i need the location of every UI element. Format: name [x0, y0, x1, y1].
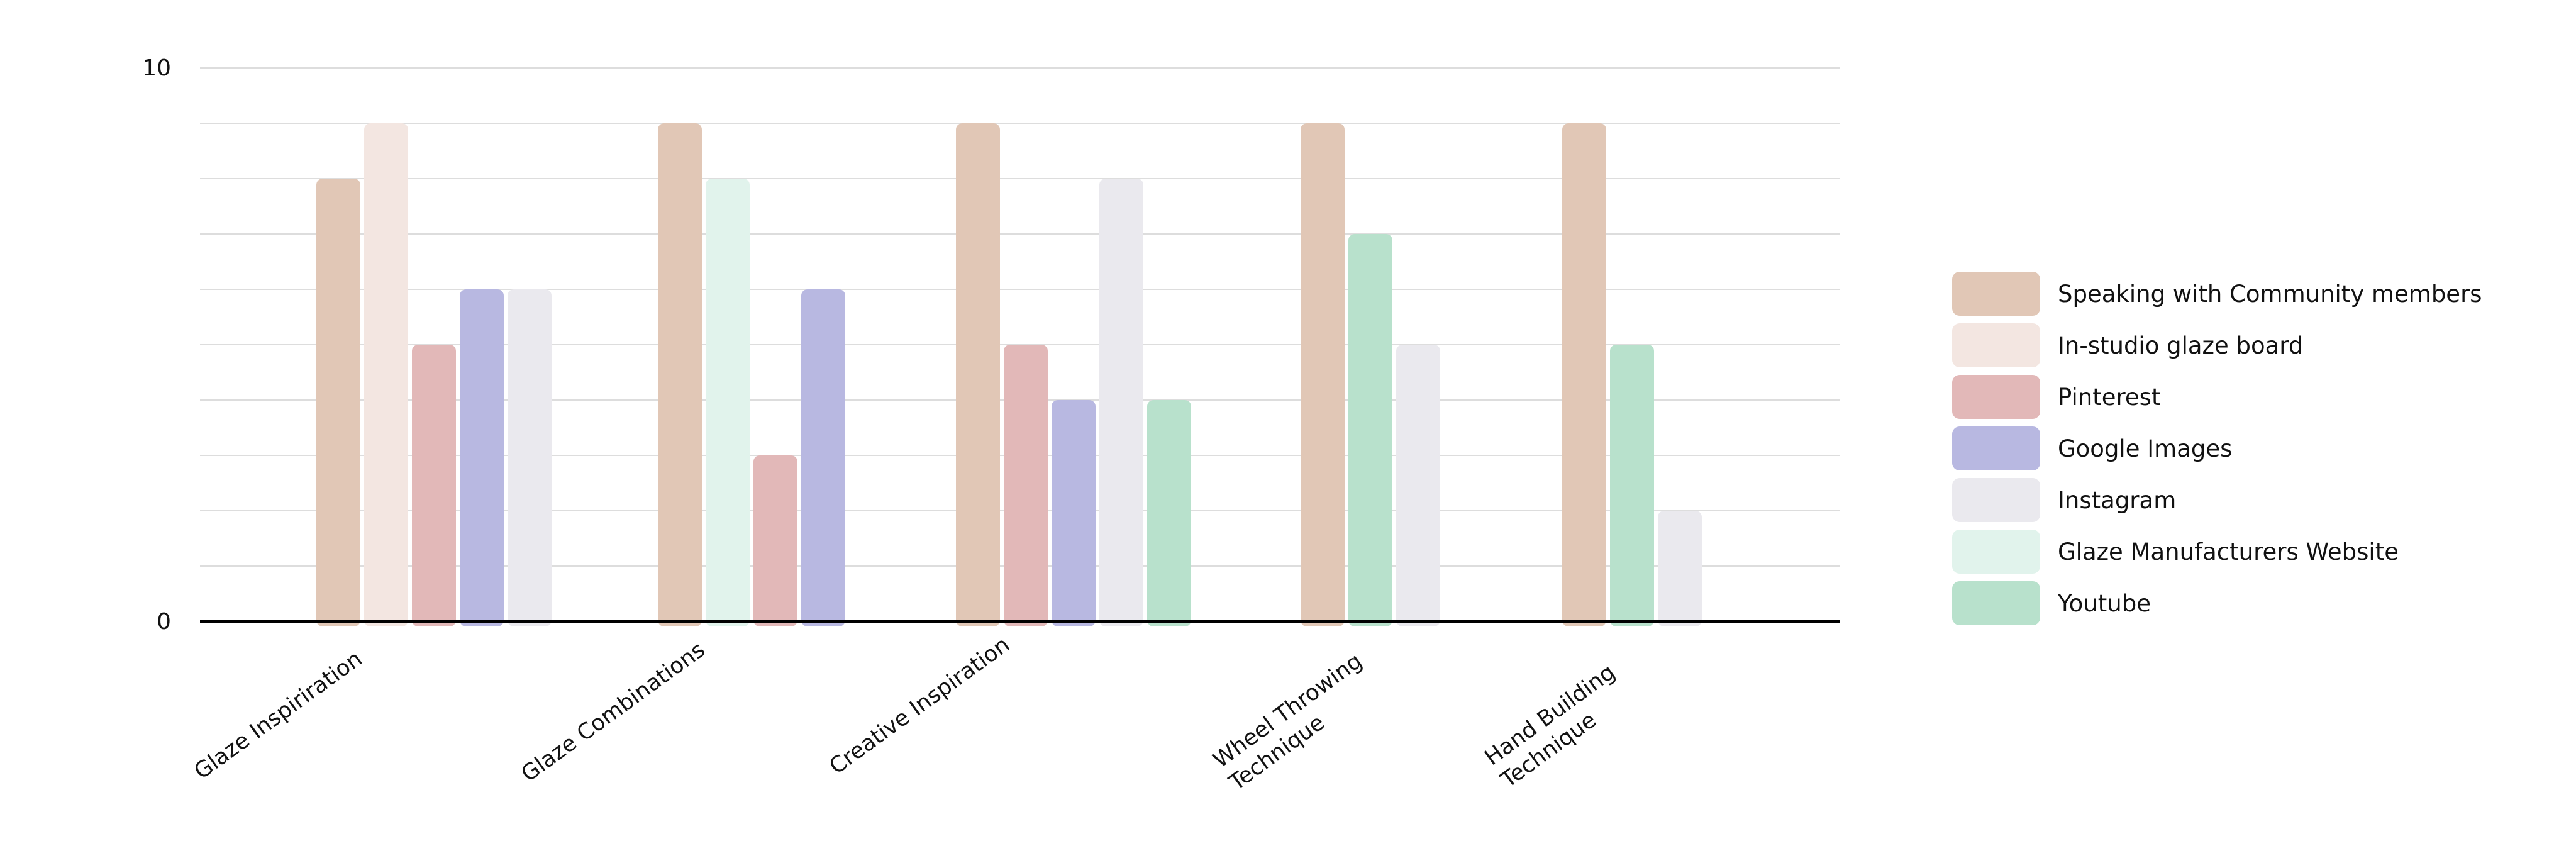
bar [753, 455, 797, 626]
legend-swatch [1952, 478, 2040, 522]
bar [706, 179, 750, 626]
bar [1610, 345, 1654, 626]
legend-swatch [1952, 323, 2040, 367]
legend-item: Speaking with Community members [1952, 272, 2482, 316]
x-tick-label: Wheel ThrowingTechnique [1208, 649, 1383, 796]
legend-label: Instagram [2058, 487, 2176, 514]
x-tick-label: Glaze Combinations [517, 637, 710, 787]
bar [1348, 234, 1392, 626]
bar [316, 179, 360, 626]
y-tick-label: 0 [157, 609, 171, 635]
y-axis-tick-labels: 0 10 [142, 55, 171, 635]
bar [956, 123, 1000, 626]
bar [460, 289, 504, 626]
bar-group [658, 123, 845, 626]
bar-group [1562, 123, 1702, 626]
bar [1396, 345, 1440, 626]
bar [1562, 123, 1606, 626]
legend-item: Google Images [1952, 426, 2232, 470]
bar [1052, 400, 1096, 626]
legend-item: Instagram [1952, 478, 2176, 522]
legend-label: Youtube [2057, 590, 2151, 617]
legend-swatch [1952, 530, 2040, 574]
bar [658, 123, 702, 626]
bar [1004, 345, 1048, 626]
bar-groups [316, 123, 1702, 626]
bar [1099, 179, 1143, 626]
y-tick-label: 10 [142, 55, 171, 81]
legend-swatch [1952, 375, 2040, 419]
x-tick-label: Creative Inspiration [825, 632, 1014, 779]
legend-item: Glaze Manufacturers Website [1952, 530, 2399, 574]
legend-label: Pinterest [2058, 384, 2160, 411]
legend-label: In-studio glaze board [2058, 332, 2303, 359]
legend-label: Speaking with Community members [2058, 281, 2482, 308]
bar-group [316, 123, 552, 626]
bar [1301, 123, 1345, 626]
legend-swatch [1952, 581, 2040, 625]
legend-item: In-studio glaze board [1952, 323, 2303, 367]
bar [1658, 511, 1702, 626]
x-axis-category-labels: Glaze Inspiriration Glaze Combinations Cre… [190, 632, 1636, 796]
x-tick-label: Glaze Inspiriration [190, 646, 367, 784]
legend-item: Youtube [1952, 581, 2151, 625]
legend-label: Glaze Manufacturers Website [2058, 538, 2399, 565]
bar [1147, 400, 1191, 626]
bar-group [956, 123, 1191, 626]
legend: Speaking with Community members In-studio… [1952, 272, 2482, 625]
legend-item: Pinterest [1952, 375, 2160, 419]
bar [801, 289, 845, 626]
bar [508, 289, 552, 626]
bar [364, 123, 408, 626]
legend-swatch [1952, 426, 2040, 470]
bar [412, 345, 456, 626]
bar-group [1301, 123, 1440, 626]
legend-swatch [1952, 272, 2040, 316]
legend-label: Google Images [2058, 435, 2232, 462]
x-tick-label: Hand BuildingTechnique [1480, 660, 1636, 794]
